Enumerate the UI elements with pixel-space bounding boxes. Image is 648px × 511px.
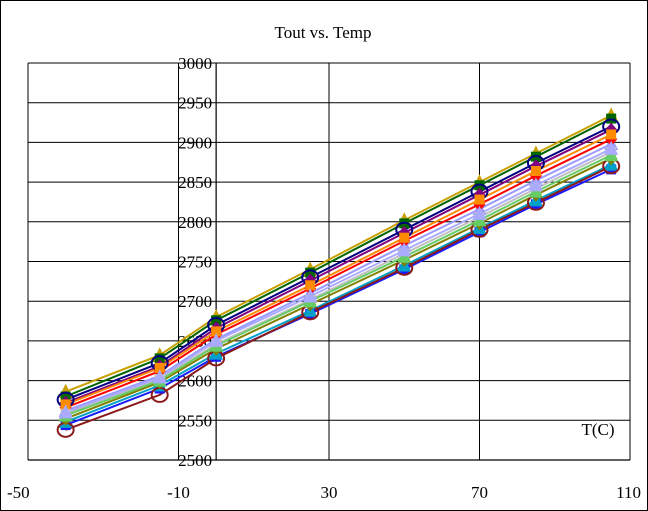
- data-point-9-4: [399, 232, 410, 243]
- series-markers: [56, 107, 621, 438]
- series-line-5: [65, 125, 612, 401]
- data-point-9-6: [530, 165, 541, 176]
- x-tick-label-3: 70: [471, 483, 488, 502]
- data-point-13-2: [209, 332, 224, 347]
- y-tick-label-7: 2850: [178, 173, 212, 192]
- data-point-13-4: [397, 242, 412, 257]
- data-point-9-2: [211, 326, 222, 337]
- data-point-9-5: [474, 194, 485, 205]
- series-line-9: [65, 133, 612, 406]
- series-line-12: [65, 154, 612, 417]
- y-tick-label-4: 2700: [178, 292, 212, 311]
- data-point-4-2: [211, 315, 222, 326]
- x-tick-label-0: -50: [7, 483, 30, 502]
- series-line-3: [65, 114, 612, 393]
- y-tick-label-8: 2900: [178, 133, 212, 152]
- axes: [28, 63, 630, 461]
- data-point-13-3: [303, 288, 318, 303]
- data-point-13-0: [58, 404, 73, 419]
- series-line-6: [65, 128, 612, 404]
- x-tick-label-4: 110: [616, 483, 641, 502]
- series-line-2: [65, 165, 612, 431]
- y-tick-label-9: 2950: [178, 94, 212, 113]
- y-tick-label-0: 2500: [178, 451, 212, 470]
- y-tick-label-6: 2800: [178, 213, 212, 232]
- data-point-4-1: [154, 353, 165, 364]
- data-point-9-7: [606, 129, 617, 140]
- data-point-13-6: [528, 177, 543, 192]
- series-line-13: [65, 147, 612, 414]
- x-tick-labels: -50 -10 30 70 110: [7, 483, 641, 502]
- series-line-8: [65, 138, 612, 409]
- data-point-4-3: [305, 267, 316, 278]
- x-tick-label-2: 30: [321, 483, 338, 502]
- series-line-7: [65, 143, 612, 412]
- y-tick-label-10: 3000: [178, 54, 212, 73]
- series-line-1: [65, 163, 612, 423]
- chart-title: Tout vs. Temp: [275, 23, 372, 42]
- x-axis-label: T(C): [581, 420, 614, 439]
- series-line-10: [65, 157, 612, 420]
- data-point-9-3: [305, 280, 316, 291]
- series-lines: [65, 114, 612, 431]
- series-line-4: [65, 117, 612, 398]
- data-point-9-1: [154, 362, 165, 373]
- y-tick-label-1: 2550: [178, 411, 212, 430]
- x-tick-label-1: -10: [167, 483, 190, 502]
- series-line-0: [65, 168, 612, 427]
- series-line-11: [65, 151, 612, 415]
- data-point-13-7: [604, 140, 619, 155]
- data-point-13-1: [152, 369, 167, 384]
- y-tick-label-5: 2750: [178, 253, 212, 272]
- data-point-13-5: [472, 205, 487, 220]
